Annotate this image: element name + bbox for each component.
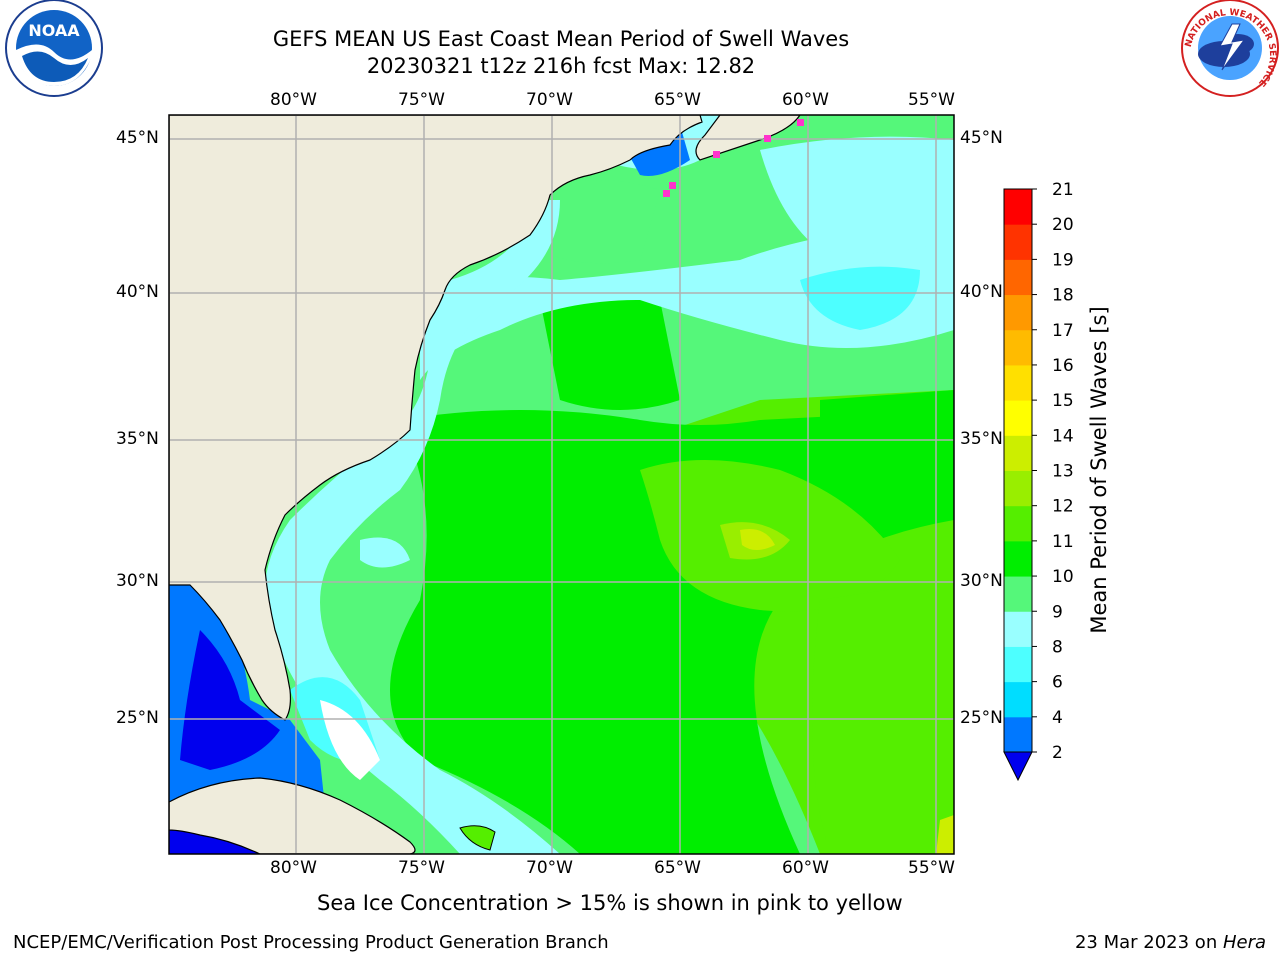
lat-label-left-40n: 40°N — [116, 282, 159, 302]
colorbar-segment — [1004, 681, 1032, 718]
nws-logo: NATIONAL WEATHER SERVICE — [1181, 0, 1279, 97]
us-east-coast-land — [169, 115, 703, 721]
lat-label-right-30n: 30°N — [960, 571, 1003, 591]
lon-label-bottom-80w: 80°W — [270, 858, 317, 878]
colorbar-segment — [1004, 294, 1032, 331]
colorbar-segment — [1004, 224, 1032, 260]
lat-label-left-30n: 30°N — [116, 571, 159, 591]
lat-label-right-40n: 40°N — [960, 282, 1003, 302]
lon-label-bottom-60w: 60°W — [782, 858, 829, 878]
colorbar-tick-label: 18 — [1052, 286, 1074, 306]
colorbar-segment — [1004, 576, 1032, 612]
lon-label-top-65w: 65°W — [654, 90, 701, 110]
colorbar-tick-label: 10 — [1052, 567, 1074, 587]
lat-label-left-35n: 35°N — [116, 429, 159, 449]
colorbar-segment — [1004, 435, 1032, 471]
colorbar-extend-triangle — [1003, 751, 1033, 782]
lon-label-top-55w: 55°W — [908, 90, 955, 110]
sea-ice-note: Sea Ice Concentration > 15% is shown in … — [317, 891, 903, 915]
colorbar-segment — [1004, 505, 1032, 542]
lat-label-right-35n: 35°N — [960, 429, 1003, 449]
colorbar-segment — [1004, 400, 1032, 436]
lon-label-top-80w: 80°W — [270, 90, 317, 110]
colorbar-ticks: 2 4 6 8 9 10 11 12 13 14 15 16 17 18 19 20 21 — [1032, 180, 1074, 763]
footer-branch: NCEP/EMC/Verification Post Processing Pr… — [13, 932, 609, 953]
map-frame — [168, 114, 955, 855]
colorbar-tick-label: 8 — [1052, 637, 1063, 657]
colorbar-tick-label: 11 — [1052, 532, 1074, 552]
colorbar-tick-label: 2 — [1052, 743, 1063, 763]
lat-label-left-45n: 45°N — [116, 128, 159, 148]
colorbar-tick-label: 9 — [1052, 602, 1063, 622]
swell-period-field — [169, 115, 954, 854]
colorbar-segments — [1004, 189, 1032, 753]
lon-label-top-70w: 70°W — [526, 90, 573, 110]
footer-date: 23 Mar 2023 on Hera — [1075, 932, 1266, 953]
colorbar-tick-label: 15 — [1052, 391, 1074, 411]
colorbar-tick-label: 12 — [1052, 497, 1074, 517]
colorbar-tick-label: 19 — [1052, 250, 1074, 270]
map-panel — [168, 114, 955, 855]
lon-label-bottom-65w: 65°W — [654, 858, 701, 878]
cuba-land — [169, 777, 416, 854]
colorbar-tick-label: 20 — [1052, 215, 1074, 235]
colorbar-segment — [1004, 716, 1032, 753]
colorbar-segment — [1004, 329, 1032, 366]
noaa-logo-text: NOAA — [28, 21, 80, 40]
colorbar-tick-label: 13 — [1052, 462, 1074, 482]
colorbar-segment — [1004, 364, 1032, 401]
lon-label-bottom-75w: 75°W — [398, 858, 445, 878]
colorbar-tick-label: 6 — [1052, 673, 1063, 693]
lon-label-top-75w: 75°W — [398, 90, 445, 110]
lat-label-right-45n: 45°N — [960, 128, 1003, 148]
colorbar-segment — [1004, 470, 1032, 507]
colorbar-segment — [1004, 189, 1032, 225]
footer-host: Hera — [1222, 932, 1266, 953]
footer-date-text: 23 Mar 2023 on — [1074, 932, 1223, 953]
lon-label-bottom-70w: 70°W — [526, 858, 573, 878]
lon-label-bottom-55w: 55°W — [908, 858, 955, 878]
map-title-line1: GEFS MEAN US East Coast Mean Period of S… — [272, 27, 850, 51]
noaa-logo: NOAA — [5, 0, 103, 97]
colorbar-segment — [1004, 646, 1032, 683]
lat-label-left-25n: 25°N — [116, 708, 159, 728]
lat-label-right-25n: 25°N — [960, 708, 1003, 728]
colorbar-tick-label: 16 — [1052, 356, 1074, 376]
map-gridlines — [169, 115, 954, 854]
sea-ice-markers — [663, 119, 804, 197]
colorbar-segment — [1004, 540, 1032, 577]
colorbar-segment — [1004, 611, 1032, 647]
colorbar: 2 4 6 8 9 10 11 12 13 14 15 16 17 18 19 20 21 — [1003, 180, 1074, 782]
colorbar-label: Mean Period of Swell Waves [s] — [1087, 306, 1111, 633]
colorbar-tick-label: 4 — [1052, 708, 1063, 728]
colorbar-segment — [1004, 259, 1032, 296]
map-title-line2: 20230321 t12z 216h fcst Max: 12.82 — [366, 54, 756, 78]
lon-label-top-60w: 60°W — [782, 90, 829, 110]
colorbar-tick-label: 17 — [1052, 321, 1074, 341]
colorbar-tick-label: 21 — [1052, 180, 1074, 200]
colorbar-tick-label: 14 — [1052, 426, 1074, 446]
